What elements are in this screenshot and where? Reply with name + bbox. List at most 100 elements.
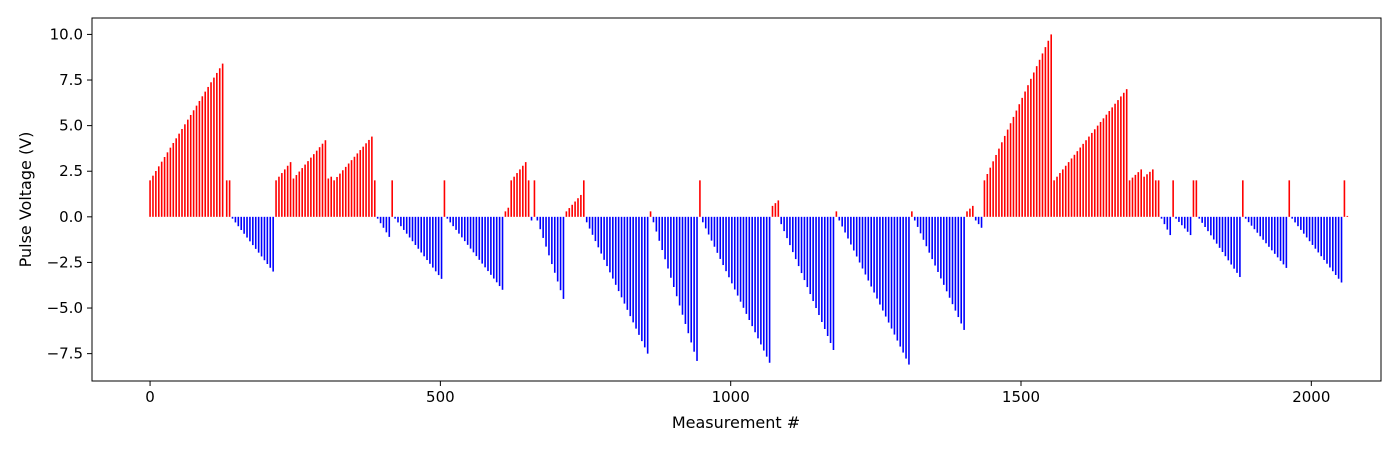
data-bar [905, 216, 907, 359]
data-bar [652, 216, 655, 223]
data-bar [818, 216, 820, 316]
data-bar [1088, 136, 1090, 217]
data-bar [908, 216, 910, 365]
data-bar [449, 216, 452, 223]
data-bar [272, 216, 274, 272]
data-bar [641, 216, 643, 342]
data-bar [948, 216, 951, 298]
data-bar [1073, 154, 1076, 217]
data-bar [812, 216, 814, 302]
data-bar [762, 216, 765, 351]
data-bar [757, 216, 759, 339]
data-bar [1198, 216, 1201, 219]
data-bar [344, 166, 347, 217]
data-bar [1314, 216, 1317, 249]
data-bar [1332, 216, 1334, 272]
data-bar [887, 216, 890, 323]
data-bar [172, 142, 175, 217]
data-bar [1169, 216, 1172, 236]
data-bar [394, 216, 396, 219]
data-bar [522, 165, 524, 217]
data-bar [803, 216, 806, 281]
x-tick-label: 2000 [1292, 388, 1330, 406]
data-bar [498, 216, 501, 287]
data-bar [945, 216, 948, 292]
data-bar [1032, 72, 1035, 217]
data-bar [281, 173, 283, 217]
data-bar [1288, 180, 1291, 217]
data-bar [216, 72, 218, 217]
data-bar [1256, 216, 1259, 233]
data-bar [481, 216, 483, 264]
data-bar [1247, 216, 1250, 223]
data-bar [466, 216, 469, 245]
data-bar [884, 216, 887, 317]
data-bar [556, 216, 559, 282]
data-bar [263, 216, 266, 261]
data-bar [527, 180, 530, 217]
data-bar [1024, 91, 1026, 217]
data-bar [1236, 216, 1238, 273]
data-bar [986, 174, 989, 217]
data-bar [989, 167, 992, 217]
data-bar [175, 138, 177, 217]
data-bar [896, 216, 899, 341]
data-bar [780, 216, 783, 225]
data-bar [400, 216, 402, 227]
data-bar [765, 216, 768, 357]
data-bar [731, 216, 733, 284]
data-bar [748, 216, 751, 321]
data-bar [379, 216, 382, 224]
data-bar [160, 161, 163, 217]
data-bar [359, 150, 362, 217]
data-bar [187, 119, 189, 217]
data-bar [189, 114, 192, 217]
data-bar [629, 216, 632, 317]
data-bar [516, 173, 518, 217]
data-bar [423, 216, 425, 257]
data-bar [260, 216, 263, 257]
data-bar [632, 216, 634, 323]
data-bar [1329, 216, 1331, 268]
y-tick-label: −7.5 [47, 345, 83, 363]
data-bar [745, 216, 748, 314]
data-bar [385, 216, 388, 233]
data-bar [722, 216, 724, 266]
data-bar [1125, 89, 1128, 217]
data-bar [475, 216, 478, 257]
data-bar [658, 216, 661, 241]
data-bar [1117, 100, 1119, 217]
data-bar [977, 216, 980, 225]
data-bar [574, 201, 576, 217]
data-bar [754, 216, 756, 333]
data-bar [623, 216, 626, 304]
data-bar [429, 216, 431, 264]
data-bar [1282, 216, 1285, 265]
data-bar [530, 216, 533, 221]
data-bar [275, 180, 277, 217]
data-bar [1305, 216, 1308, 238]
data-bar [368, 139, 370, 217]
data-bar [858, 216, 861, 263]
data-bar [376, 216, 379, 219]
data-bar [742, 216, 745, 308]
data-bar [1091, 132, 1093, 217]
data-bar [838, 216, 841, 221]
data-bar [1111, 107, 1113, 217]
y-tick-label: 0.0 [59, 208, 83, 226]
data-bar [792, 216, 794, 253]
data-bar [580, 194, 582, 217]
data-bar [301, 168, 303, 217]
data-bar [638, 216, 640, 335]
data-bar [149, 180, 151, 217]
data-bar [1009, 123, 1012, 217]
data-bar [1099, 121, 1102, 217]
data-bar [1070, 158, 1073, 217]
data-bar [702, 216, 704, 223]
y-axis-ticks: −7.5 −5.0 −2.5 0.0 2.5 5.0 7.5 10.0 [47, 25, 92, 363]
data-bar [1346, 215, 1349, 217]
data-bar [414, 216, 417, 245]
data-bar [548, 216, 550, 256]
data-bar [1201, 216, 1203, 223]
data-bar [960, 216, 963, 324]
